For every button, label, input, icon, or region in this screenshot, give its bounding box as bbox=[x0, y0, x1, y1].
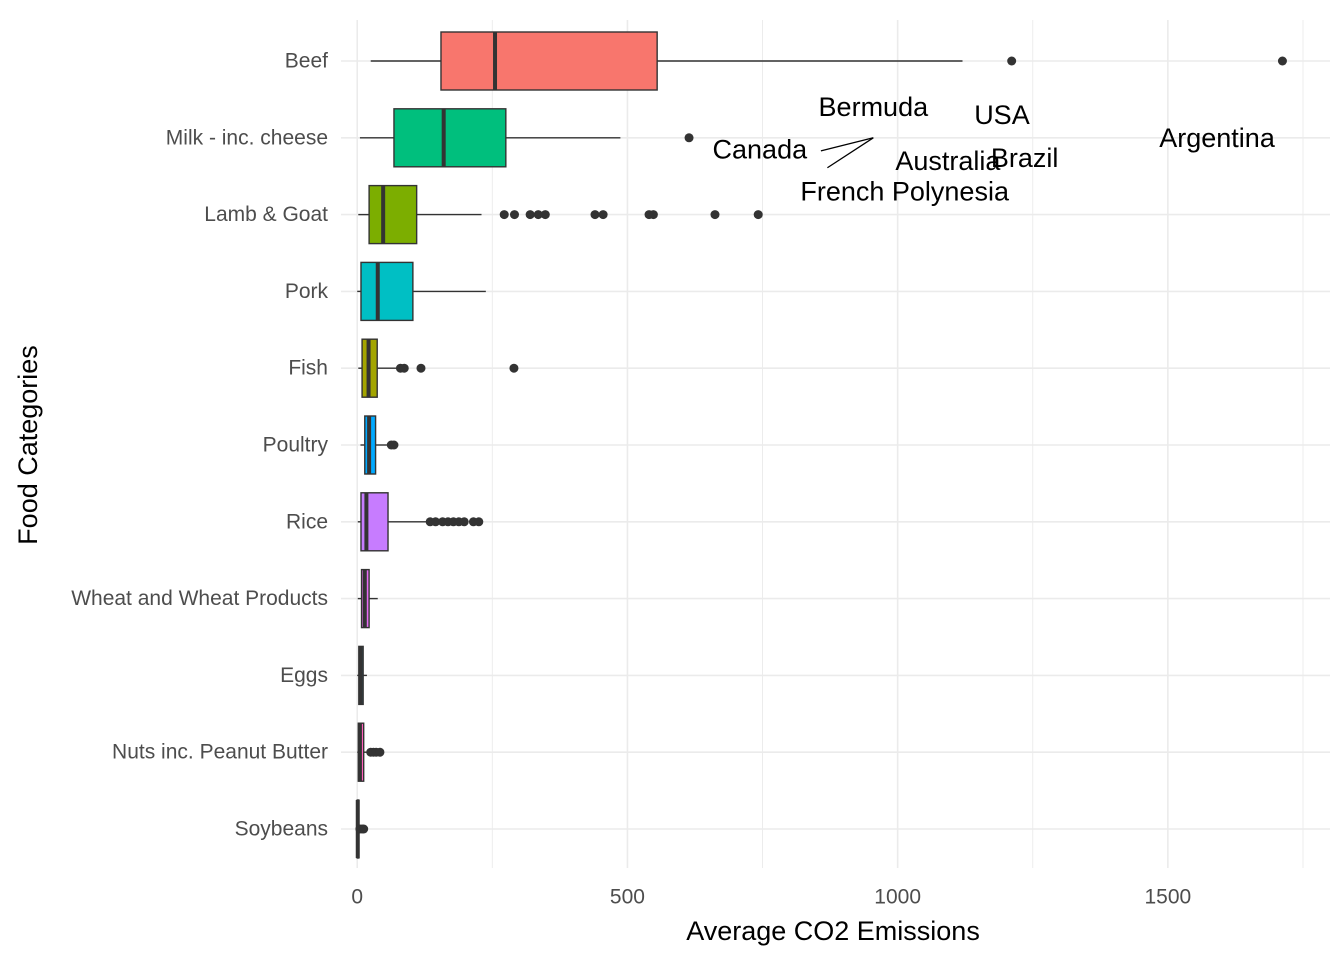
box-milk-inc-cheese bbox=[359, 108, 694, 168]
outlier-point bbox=[359, 824, 369, 834]
y-tick-label: Pork bbox=[285, 280, 329, 303]
x-tick-label: 0 bbox=[351, 886, 363, 909]
box-body bbox=[360, 261, 414, 322]
annotation-label: Argentina bbox=[1159, 123, 1276, 153]
outlier-point bbox=[1007, 56, 1017, 66]
box-beef bbox=[370, 31, 1287, 91]
outlier-point bbox=[540, 210, 550, 220]
annotation-label: Australia bbox=[895, 146, 1001, 176]
outlier-point bbox=[416, 363, 426, 373]
outlier-point bbox=[509, 210, 519, 220]
outlier-point bbox=[533, 210, 543, 220]
box-body bbox=[440, 31, 658, 91]
y-tick-label: Beef bbox=[285, 50, 328, 73]
y-tick-label: Poultry bbox=[263, 434, 329, 457]
box-fish bbox=[358, 338, 519, 398]
y-axis-tick-labels: Beef Milk - inc. cheese Lamb & Goat Pork Fis… bbox=[71, 50, 328, 841]
outlier-point bbox=[389, 440, 399, 450]
x-tick-label: 1000 bbox=[874, 886, 921, 909]
outlier-point bbox=[598, 210, 608, 220]
x-tick-label: 500 bbox=[610, 886, 645, 909]
outlier-point bbox=[499, 210, 509, 220]
annotation-label: Bermuda bbox=[819, 92, 930, 122]
box-pork bbox=[357, 261, 486, 322]
y-tick-label: Soybeans bbox=[235, 818, 328, 841]
outlier-point bbox=[431, 517, 441, 527]
outlier-annotations: Bermuda USA Canada Argentina AustraliaBrazil… bbox=[713, 92, 1276, 206]
y-tick-label: Fish bbox=[288, 357, 328, 380]
x-axis-title: Average CO2 Emissions bbox=[686, 916, 980, 946]
y-tick-label: Eggs bbox=[280, 664, 328, 687]
annotation-label: French Polynesia bbox=[800, 177, 1010, 207]
outlier-point bbox=[1277, 56, 1287, 66]
annotation-label: USA bbox=[974, 100, 1030, 130]
annotation-label: Brazil bbox=[991, 143, 1059, 173]
annotation-leader-line bbox=[827, 137, 874, 169]
box-rice bbox=[357, 492, 484, 552]
y-tick-label: Rice bbox=[286, 510, 328, 533]
outlier-point bbox=[474, 517, 484, 527]
y-tick-label: Wheat and Wheat Products bbox=[71, 587, 328, 610]
outlier-point bbox=[525, 210, 535, 220]
box-poultry bbox=[360, 415, 399, 475]
boxplot-series bbox=[355, 31, 1287, 859]
outlier-point bbox=[648, 210, 658, 220]
annotation-label: Canada bbox=[713, 134, 809, 164]
box-body bbox=[393, 108, 507, 168]
y-tick-label: Lamb & Goat bbox=[204, 203, 328, 226]
outlier-point bbox=[509, 363, 519, 373]
box-soybeans bbox=[355, 799, 369, 859]
outlier-point bbox=[753, 210, 763, 220]
outlier-point bbox=[684, 133, 694, 143]
box-wheat-and-wheat-products bbox=[357, 568, 378, 629]
outlier-point bbox=[375, 747, 385, 757]
box-lamb-goat bbox=[358, 184, 763, 245]
outlier-point bbox=[459, 517, 469, 527]
outlier-point bbox=[399, 363, 409, 373]
outlier-point bbox=[710, 210, 720, 220]
box-nuts-inc-peanut-butter bbox=[357, 722, 385, 782]
x-axis-tick-labels: 0 500 1000 1500 bbox=[351, 886, 1191, 909]
outlier-point bbox=[590, 210, 600, 220]
x-tick-label: 1500 bbox=[1145, 886, 1192, 909]
y-tick-label: Nuts inc. Peanut Butter bbox=[112, 741, 328, 764]
annotation-leader-line bbox=[820, 137, 874, 152]
y-tick-label: Milk - inc. cheese bbox=[166, 126, 328, 149]
y-axis-title: Food Categories bbox=[13, 345, 43, 545]
box-eggs bbox=[357, 645, 367, 706]
box-body bbox=[368, 184, 418, 245]
